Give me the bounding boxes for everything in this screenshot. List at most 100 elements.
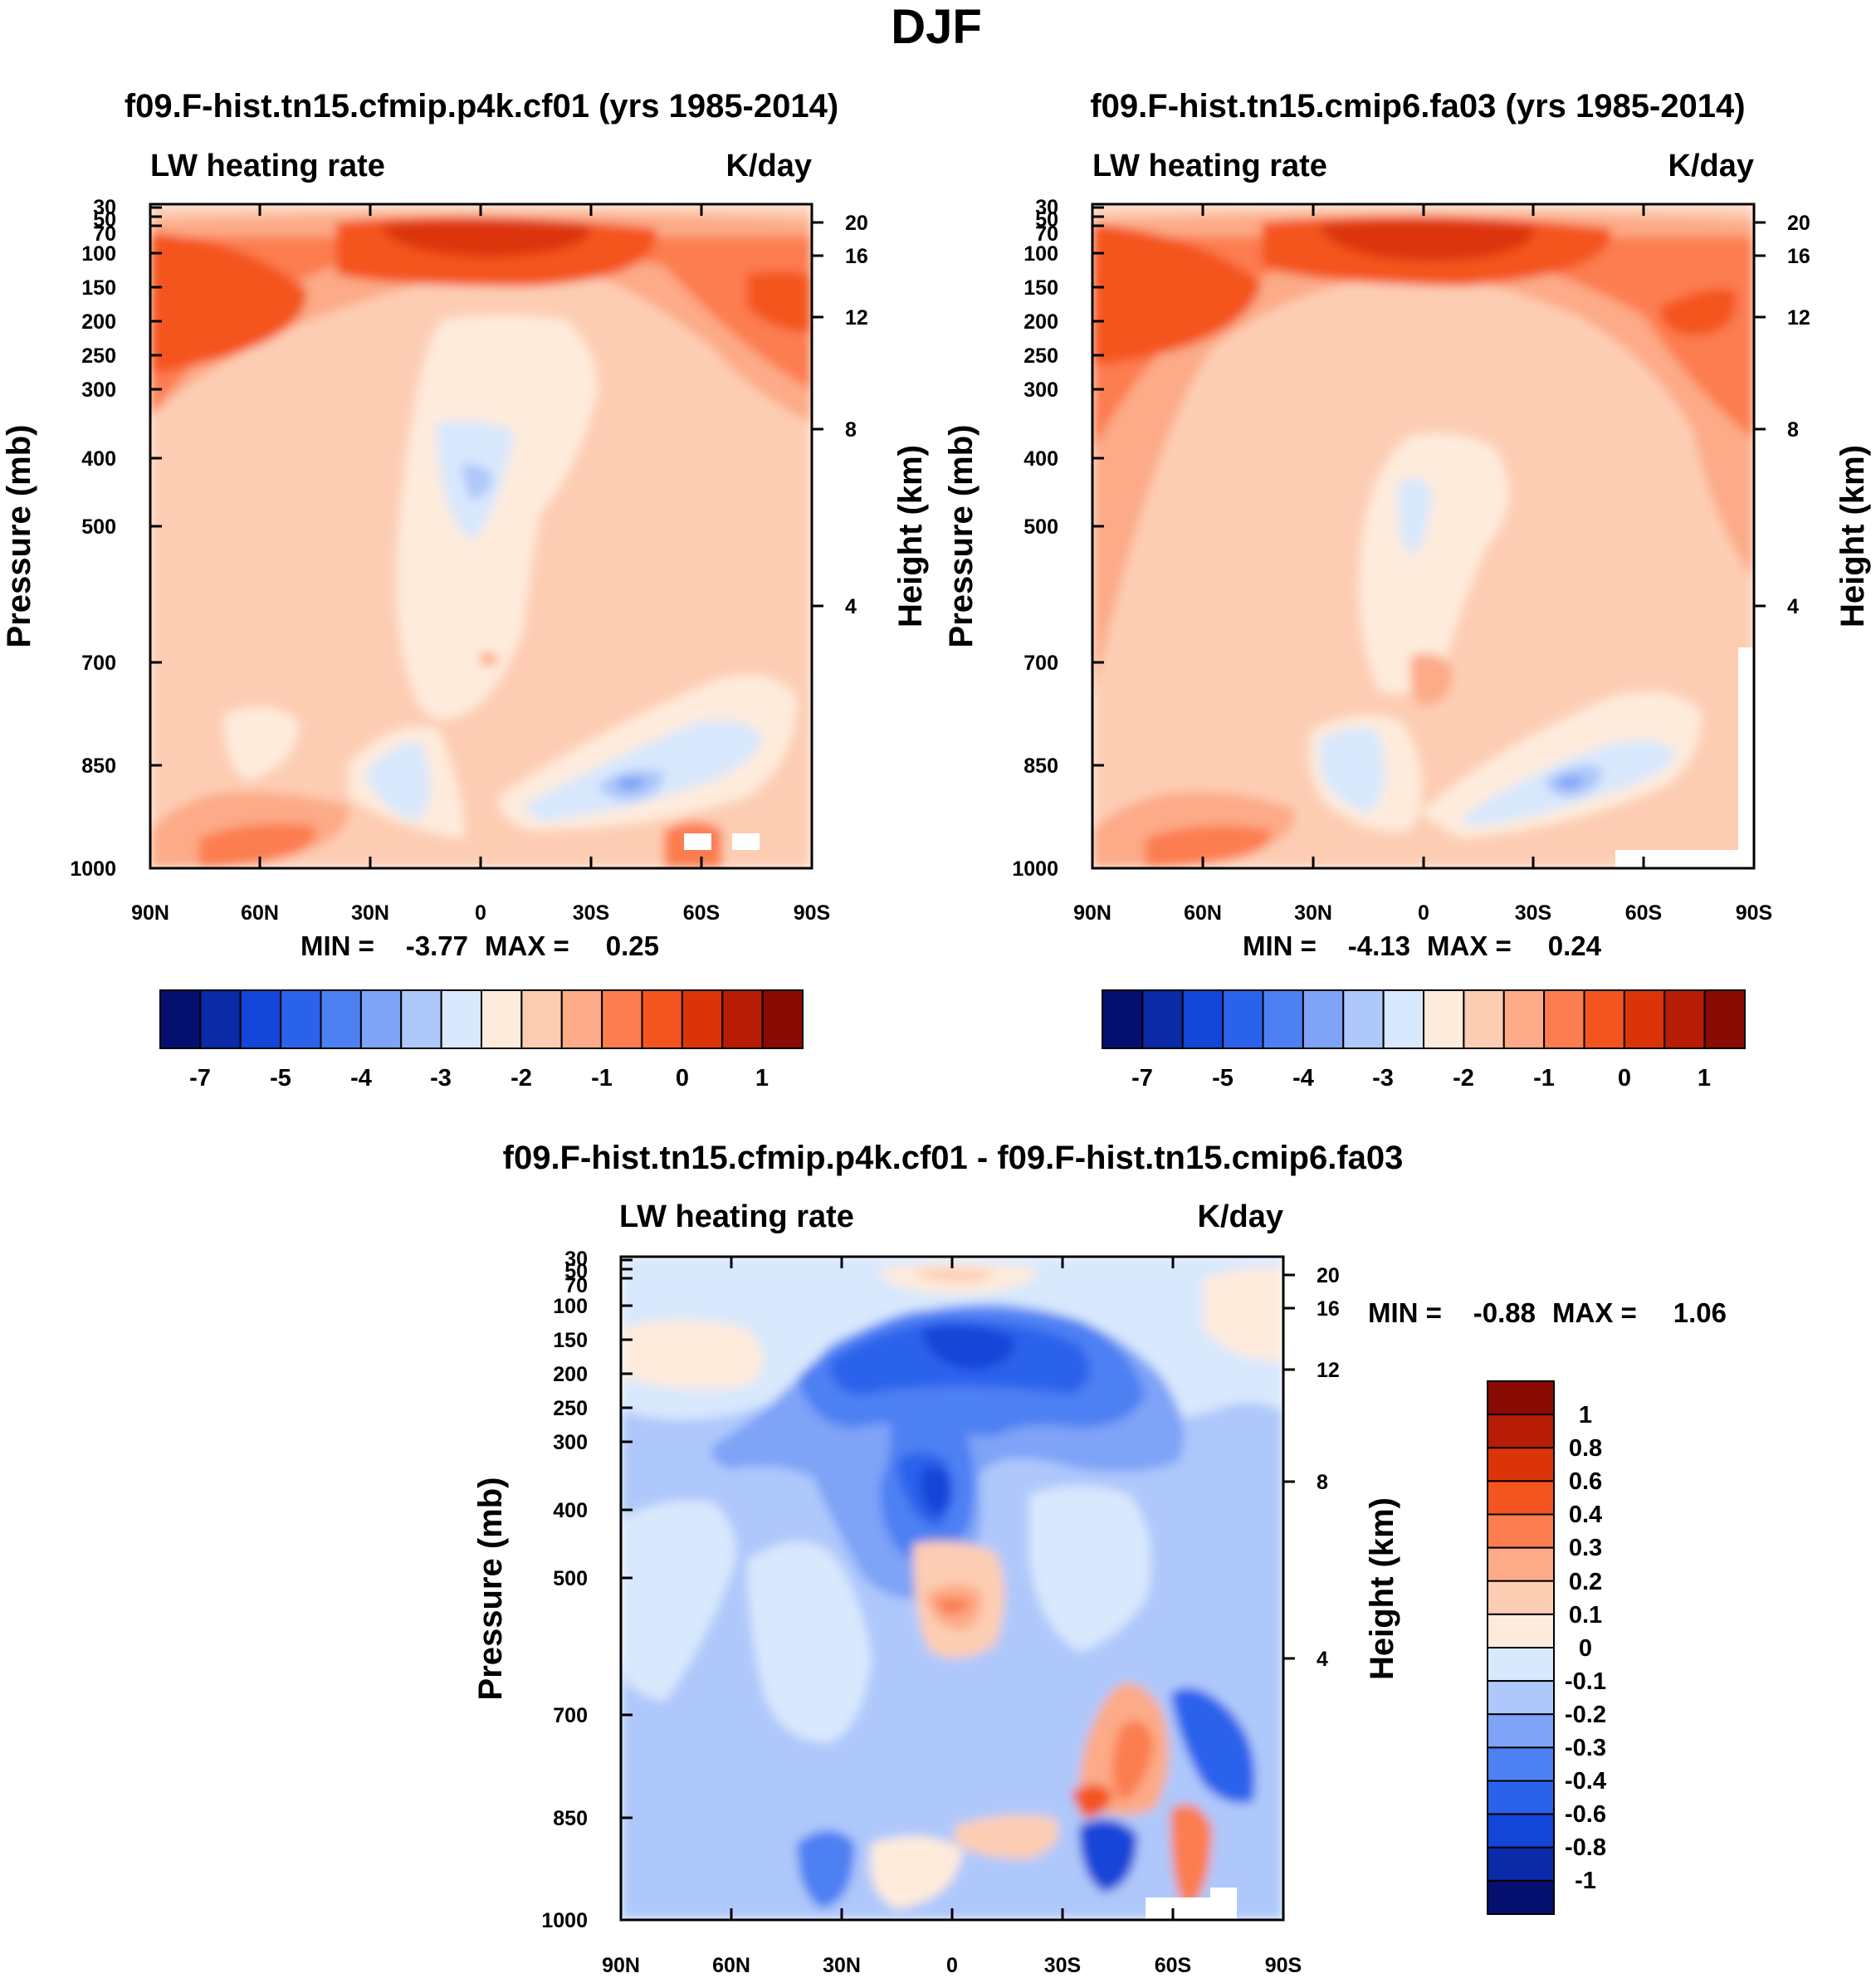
y2-tick-label: 12 <box>1787 306 1810 330</box>
colorbar-swatch <box>1102 989 1144 1049</box>
panel-a-y2-ticks: 20 16 12 8 4 <box>845 212 868 618</box>
y-tick-label: 50 <box>1035 208 1058 232</box>
panel-c-y-ticks: 30 50 70 100 150 200 250 300 400 500 700… <box>541 1248 588 1932</box>
panel-b-title: f09.F-hist.tn15.cmip6.fa03 (yrs 1985-201… <box>1090 88 1745 125</box>
colorbar-label: -4 <box>350 1065 372 1092</box>
season-title: DJF <box>891 0 982 54</box>
panel-c-axis-ticks <box>619 1257 1295 1922</box>
panel-c-min-max: MIN = -0.88 MAX = 1.06 <box>1368 1297 1727 1328</box>
colorbar-swatch <box>239 989 282 1049</box>
min-value: -3.77 <box>406 930 468 961</box>
panel-b-variable-label: LW heating rate <box>1092 149 1327 183</box>
panel-a-y-axis-label: Pressure (mb) <box>1 425 37 648</box>
y2-tick-label: 12 <box>1317 1359 1340 1382</box>
y2-tick-label: 16 <box>845 245 868 268</box>
colorbar-label: 1 <box>1698 1065 1711 1092</box>
x-tick-label: 30S <box>1044 1954 1081 1977</box>
y-tick-label: 250 <box>1023 344 1058 368</box>
y2-tick-label: 8 <box>1317 1471 1328 1494</box>
panel-b-y-ticks: 30 50 70 100 150 200 250 300 400 500 700… <box>1012 196 1058 881</box>
colorbar-swatch <box>1583 989 1625 1049</box>
panel-c-contour-field <box>621 1257 1283 1920</box>
colorbar-label: 0 <box>1618 1065 1631 1092</box>
colorbar-label: -3 <box>430 1065 452 1092</box>
colorbar-swatch <box>1487 1414 1555 1449</box>
y-tick-label: 850 <box>81 755 116 778</box>
colorbar-swatch <box>681 989 724 1049</box>
panel-b-y2-axis-label: Height (km) <box>1834 445 1871 628</box>
panel-c: f09.F-hist.tn15.cfmip.p4k.cf01 - f09.F-h… <box>472 1140 1727 1977</box>
panel-a-min-max: MIN = -3.77 MAX = 0.25 <box>300 930 659 961</box>
colorbar-swatch <box>1487 1846 1555 1882</box>
colorbar-swatch <box>1487 1647 1555 1683</box>
y-tick-label: 150 <box>81 276 116 300</box>
panel-b-contour-field <box>1092 204 1754 868</box>
y-tick-label: 400 <box>1023 447 1058 471</box>
colorbar-label: -1 <box>1575 1868 1596 1894</box>
colorbar-swatch <box>721 989 764 1049</box>
y-tick-label: 150 <box>1023 276 1058 300</box>
x-tick-label: 30S <box>1515 901 1551 925</box>
colorbar-swatch <box>1487 1447 1555 1482</box>
y-tick-label: 500 <box>81 515 116 539</box>
min-value: -0.88 <box>1473 1297 1536 1328</box>
colorbar-label: -0.6 <box>1565 1801 1606 1828</box>
colorbar-swatch <box>1181 989 1224 1049</box>
panel-b-axis-ticks <box>1091 204 1766 870</box>
panel-a-x-ticks: 90N 60N 30N 0 30S 60S 90S <box>131 901 830 925</box>
x-tick-label: 30N <box>351 901 389 925</box>
colorbar-swatch <box>1487 1813 1555 1849</box>
panel-a: f09.F-hist.tn15.cfmip.p4k.cf01 (yrs 1985… <box>1 88 929 1092</box>
panel-a-axis-ticks <box>149 204 823 870</box>
x-tick-label: 30S <box>573 901 609 925</box>
colorbar-swatch <box>1487 1680 1555 1716</box>
y2-tick-label: 20 <box>1787 212 1810 235</box>
panel-a-variable-label: LW heating rate <box>150 149 385 183</box>
colorbar-label: -0.4 <box>1565 1768 1606 1795</box>
min-label: MIN = <box>300 930 374 961</box>
panel-c-colorbar <box>1487 1380 1555 1915</box>
panel-b-y-axis-label: Pressure (mb) <box>943 425 980 648</box>
min-label: MIN = <box>1243 930 1317 961</box>
y-tick-label: 250 <box>81 344 116 368</box>
colorbar-swatch <box>1487 1746 1555 1782</box>
colorbar-label: 0.3 <box>1569 1535 1602 1561</box>
colorbar-swatch <box>1663 989 1706 1049</box>
colorbar-label: 1 <box>755 1065 769 1092</box>
y-tick-label: 500 <box>553 1567 588 1590</box>
colorbar-label: -7 <box>189 1065 211 1092</box>
y2-tick-label: 12 <box>845 306 868 330</box>
colorbar-swatch <box>1487 1580 1555 1615</box>
panel-b-y2-ticks: 20 16 12 8 4 <box>1787 212 1810 618</box>
colorbar-swatch <box>1543 989 1585 1049</box>
colorbar-label: -1 <box>1533 1065 1555 1092</box>
colorbar-swatch <box>1502 989 1546 1049</box>
max-label: MAX = <box>1552 1297 1637 1328</box>
x-tick-label: 60N <box>241 901 279 925</box>
panel-a-title: f09.F-hist.tn15.cfmip.p4k.cf01 (yrs 1985… <box>125 88 838 125</box>
colorbar-swatch <box>1342 989 1385 1049</box>
panel-c-units-label: K/day <box>1198 1199 1283 1234</box>
colorbar-swatch <box>1487 1879 1555 1915</box>
y2-tick-label: 16 <box>1317 1297 1340 1321</box>
min-value: -4.13 <box>1348 930 1410 961</box>
colorbar-label: -0.3 <box>1565 1735 1606 1761</box>
colorbar-swatch <box>1382 989 1424 1049</box>
colorbar-label: 0 <box>1579 1635 1592 1662</box>
colorbar-swatch <box>280 989 322 1049</box>
y2-tick-label: 20 <box>1317 1264 1340 1287</box>
y2-tick-label: 16 <box>1787 245 1810 268</box>
y2-tick-label: 4 <box>1787 595 1799 618</box>
panel-b-units-label: K/day <box>1668 149 1754 183</box>
y-tick-label: 700 <box>81 652 116 675</box>
panel-c-y2-ticks: 20 16 12 8 4 <box>1317 1264 1340 1671</box>
max-value: 0.25 <box>606 930 659 961</box>
colorbar-label: 0.2 <box>1569 1569 1602 1595</box>
y-tick-label: 70 <box>564 1274 588 1297</box>
x-tick-label: 90N <box>131 901 169 925</box>
panel-a-units-label: K/day <box>726 149 812 183</box>
y-tick-label: 100 <box>1023 242 1058 266</box>
colorbar-swatch <box>1487 1546 1555 1582</box>
y-tick-label: 500 <box>1023 515 1058 539</box>
